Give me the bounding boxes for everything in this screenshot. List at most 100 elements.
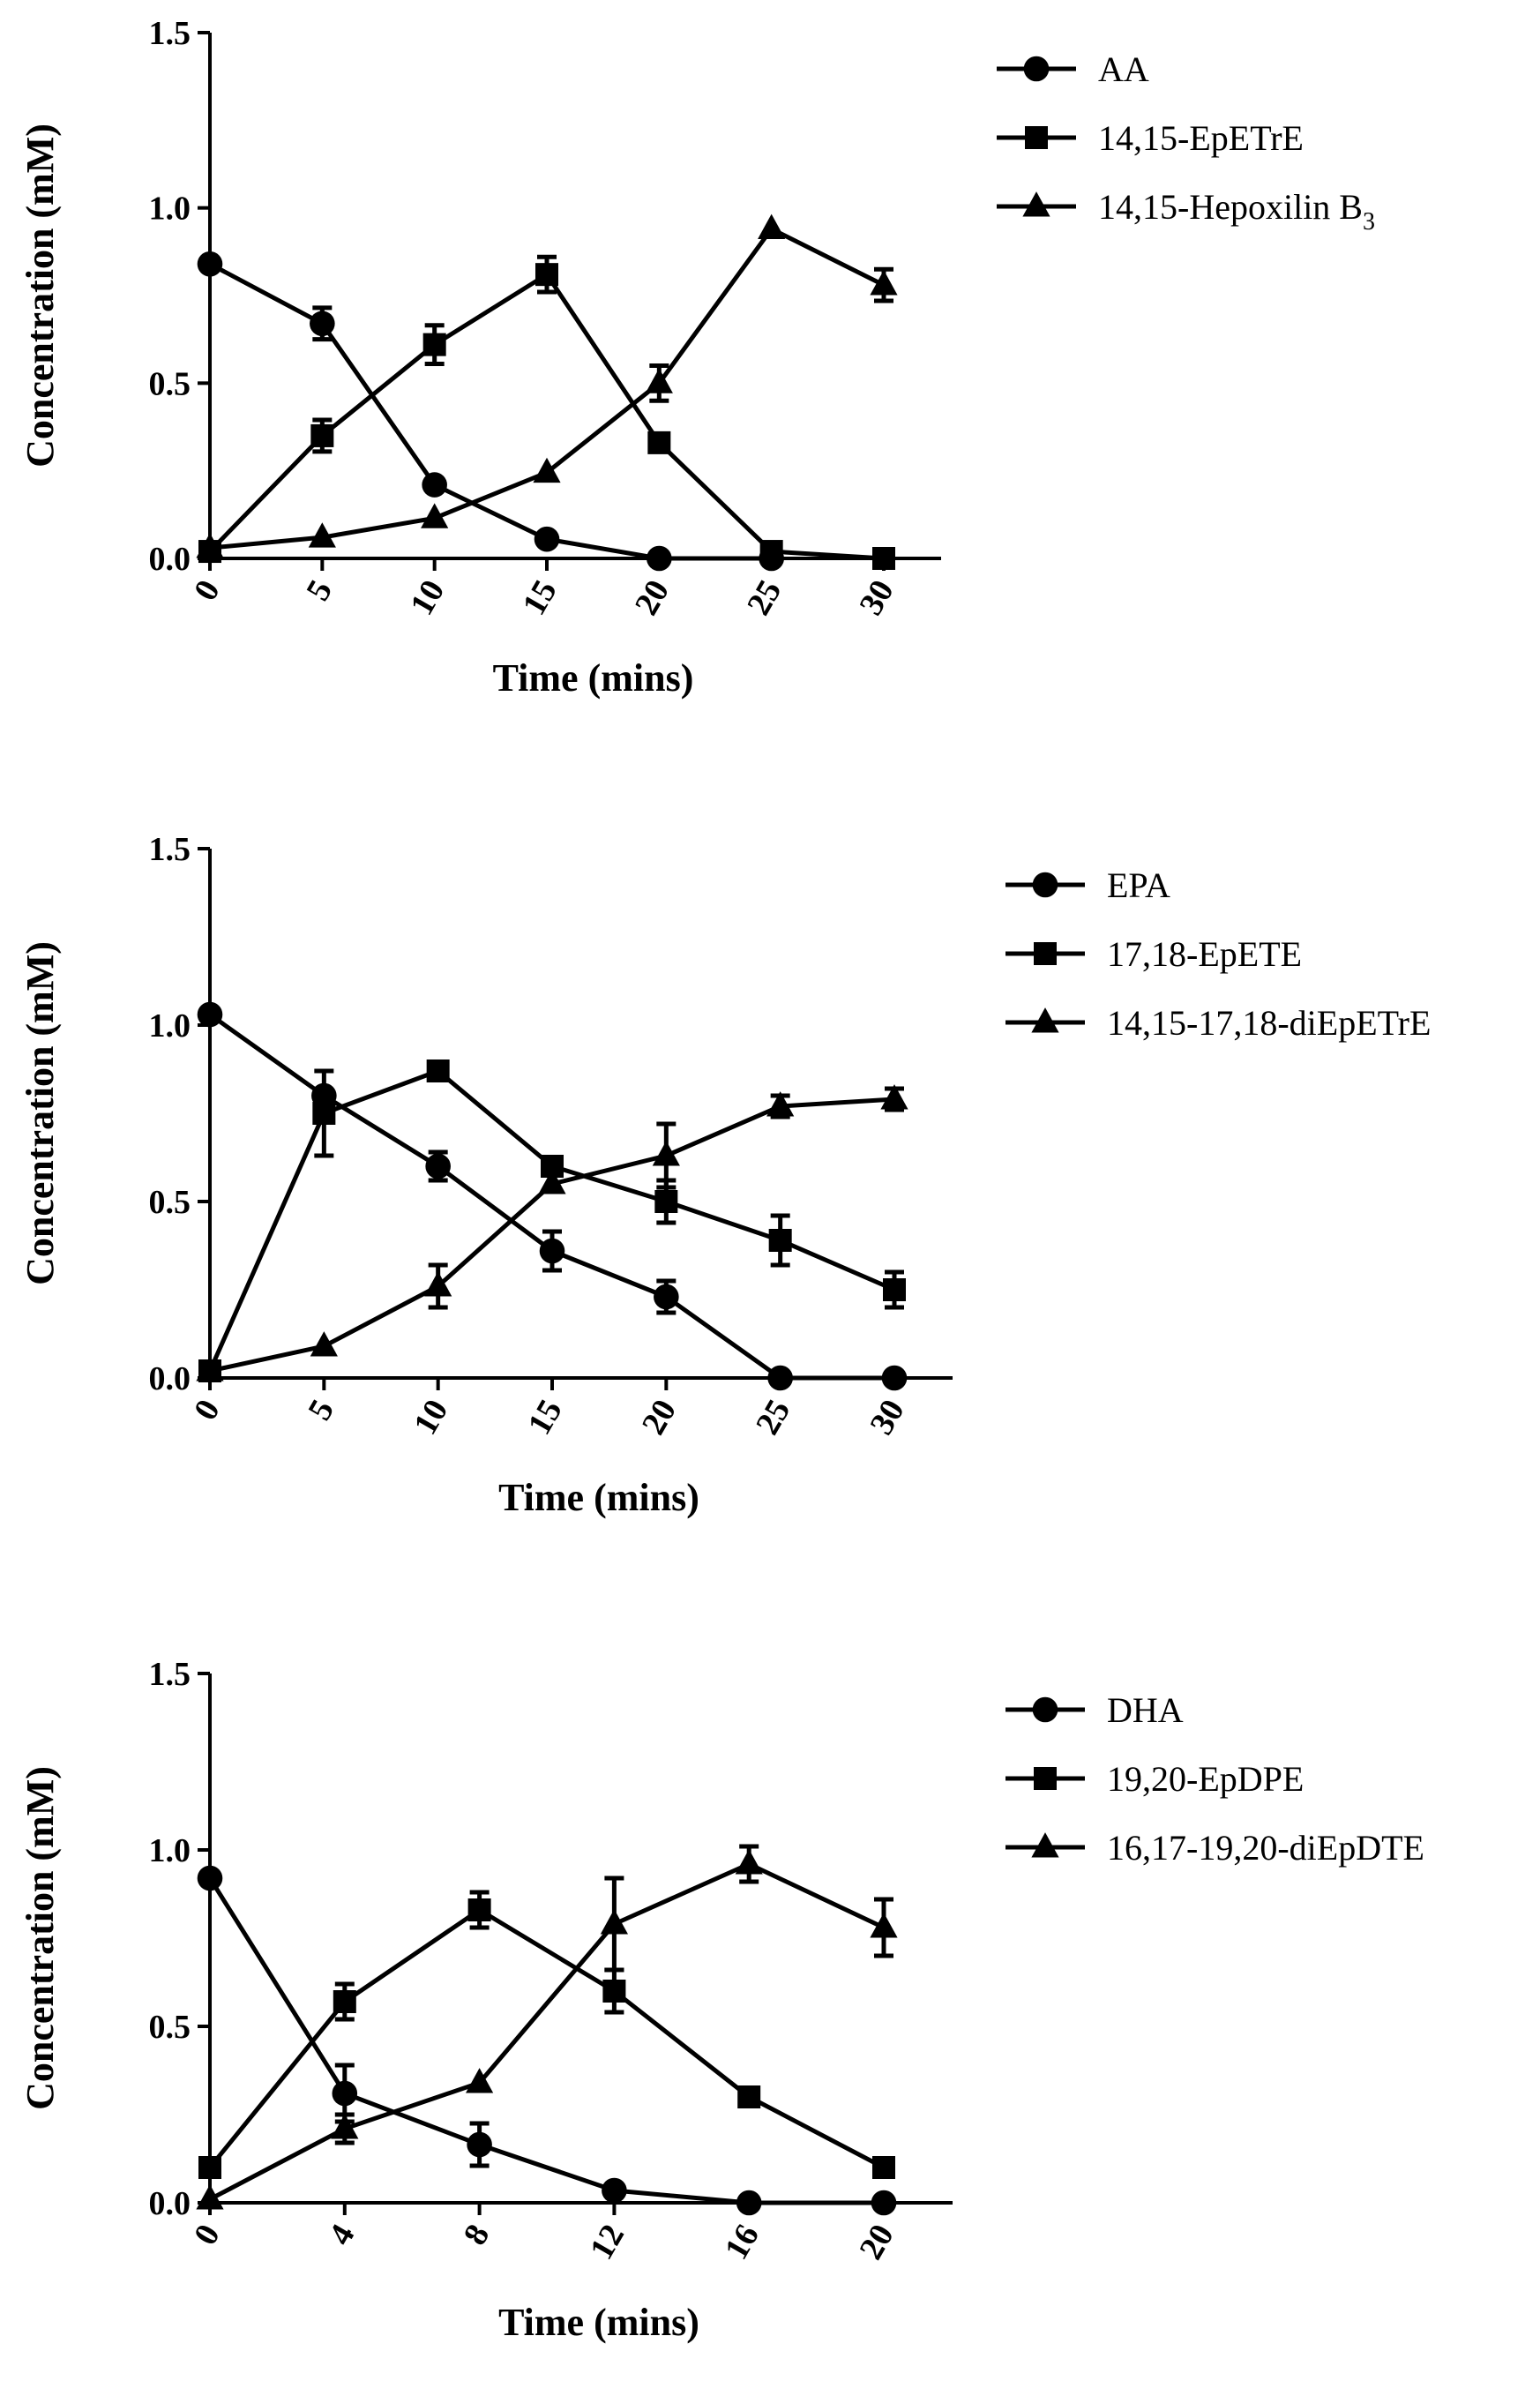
- x-tick-label: 0: [187, 574, 228, 607]
- data-point: [310, 1331, 338, 1357]
- data-point: [533, 457, 561, 483]
- legend-label-text: 17,18-EpETE: [1107, 934, 1302, 974]
- legend-marker-circle: [1032, 1696, 1058, 1723]
- data-point: [467, 1898, 491, 1921]
- x-tick-label: 25: [740, 574, 789, 622]
- series-circle: [197, 1865, 897, 2216]
- legend-label-text: EPA: [1107, 865, 1170, 905]
- legend-label: DHA: [1107, 1690, 1184, 1730]
- chart-panel-2: 0.0 0.5 1.0 1.5 0 5 10 15 20 25 30 Time (mins) Conce…: [19, 831, 1431, 1519]
- chart-panel-3: 0.0 0.5 1.0 1.5 0 4 8 12 16 20 Time (mins) Concentr…: [19, 1656, 1424, 2344]
- series-square: [198, 1890, 895, 2179]
- series-line: [208, 262, 772, 561]
- data-point: [758, 213, 786, 239]
- data-point: [600, 1909, 628, 1935]
- x-tick-label: 20: [628, 574, 677, 622]
- data-point: [602, 2177, 627, 2204]
- data-point: [645, 368, 673, 393]
- y-tick-label: 1.5: [149, 15, 191, 52]
- data-point: [310, 423, 334, 447]
- x-tick-label: 15: [515, 574, 564, 622]
- y-tick-label: 0.5: [149, 1184, 191, 1221]
- data-point: [425, 1153, 451, 1179]
- y-tick-label: 0.0: [149, 1360, 191, 1397]
- y-tick-label: 0.5: [149, 2009, 191, 2046]
- data-point: [767, 1365, 793, 1391]
- data-point: [534, 526, 560, 552]
- series-circle: [197, 1001, 908, 1391]
- y-tick-label: 1.5: [149, 831, 191, 868]
- x-axis-title: Time (mins): [498, 1476, 699, 1519]
- data-point: [310, 311, 335, 337]
- data-point: [766, 1091, 795, 1117]
- y-tick-label: 1.0: [149, 1007, 191, 1044]
- data-point: [196, 1356, 224, 1381]
- data-point: [197, 1001, 223, 1028]
- y-axis-title: Concentration (mM): [19, 124, 62, 468]
- data-point: [654, 1190, 678, 1213]
- x-tick-label: 10: [407, 1394, 455, 1441]
- legend-label-text: 14,15-17,18-diEpETrE: [1107, 1003, 1431, 1043]
- x-axis-title: Time (mins): [493, 656, 694, 700]
- legend-label-text: AA: [1098, 49, 1149, 89]
- data-point: [647, 545, 672, 572]
- data-point: [422, 333, 446, 356]
- data-point: [647, 431, 671, 454]
- data-point: [652, 1141, 680, 1166]
- x-axis-title: Time (mins): [498, 2301, 699, 2344]
- series-line: [208, 1012, 894, 1381]
- chart-panel-1: 0.0 0.5 1.0 1.5 0 5 10 15 20 25 30 Time (mins) Conce…: [19, 15, 1375, 700]
- data-point: [467, 2131, 492, 2158]
- legend: EPA 17,18-EpETE 14,15-17,18-diEpETrE: [1005, 865, 1431, 1043]
- y-tick-label: 0.5: [149, 365, 191, 402]
- data-point: [872, 2156, 895, 2179]
- legend-label: EPA: [1107, 865, 1170, 905]
- data-point: [880, 1084, 908, 1110]
- series-line: [207, 1876, 884, 2205]
- data-point: [422, 472, 447, 498]
- series-triangle: [196, 1844, 898, 2210]
- data-point: [331, 2114, 359, 2139]
- data-point: [872, 547, 895, 570]
- legend-marker-circle: [1023, 56, 1050, 82]
- legend-label: 14,15-Hepoxilin B3: [1098, 187, 1375, 236]
- data-point: [870, 1913, 898, 1938]
- legend-marker-triangle: [1022, 191, 1050, 217]
- x-tick-label: 20: [852, 2219, 901, 2266]
- series-triangle: [196, 213, 898, 558]
- data-point: [736, 2190, 762, 2216]
- data-point: [602, 1980, 626, 2003]
- data-point: [883, 1278, 906, 1301]
- data-point: [333, 1990, 356, 2013]
- legend-label: 16,17-19,20-diEpDTE: [1107, 1828, 1424, 1868]
- data-point: [196, 2184, 224, 2210]
- series-circle: [197, 251, 784, 572]
- legend-marker-square: [1034, 942, 1057, 965]
- data-point: [197, 251, 223, 277]
- x-tick-label: 5: [301, 1394, 341, 1426]
- series-line: [208, 1861, 886, 2202]
- series-triangle: [196, 1084, 908, 1381]
- legend-label: 17,18-EpETE: [1107, 934, 1302, 974]
- legend-label-subscript: 3: [1363, 208, 1375, 236]
- data-point: [424, 1271, 452, 1297]
- x-tick-label: 16: [718, 2219, 766, 2266]
- legend-marker-circle: [1032, 872, 1058, 898]
- data-point: [538, 1169, 566, 1194]
- x-tick-label: 30: [852, 574, 901, 622]
- legend-label-text: 19,20-EpDPE: [1107, 1759, 1304, 1799]
- x-tick-label: 12: [583, 2219, 632, 2266]
- data-point: [871, 2190, 897, 2216]
- legend-label: 19,20-EpDPE: [1107, 1759, 1304, 1799]
- legend-label-text: DHA: [1107, 1690, 1184, 1730]
- legend-marker-square: [1025, 126, 1048, 149]
- legend-label-text: 14,15-EpETrE: [1098, 118, 1304, 158]
- y-tick-label: 0.0: [149, 2185, 191, 2222]
- x-tick-label: 10: [403, 574, 452, 622]
- data-point: [535, 263, 558, 287]
- data-point: [737, 2085, 761, 2108]
- x-tick-label: 20: [635, 1394, 684, 1441]
- x-tick-label: 0: [187, 2219, 228, 2251]
- data-point: [735, 1849, 763, 1875]
